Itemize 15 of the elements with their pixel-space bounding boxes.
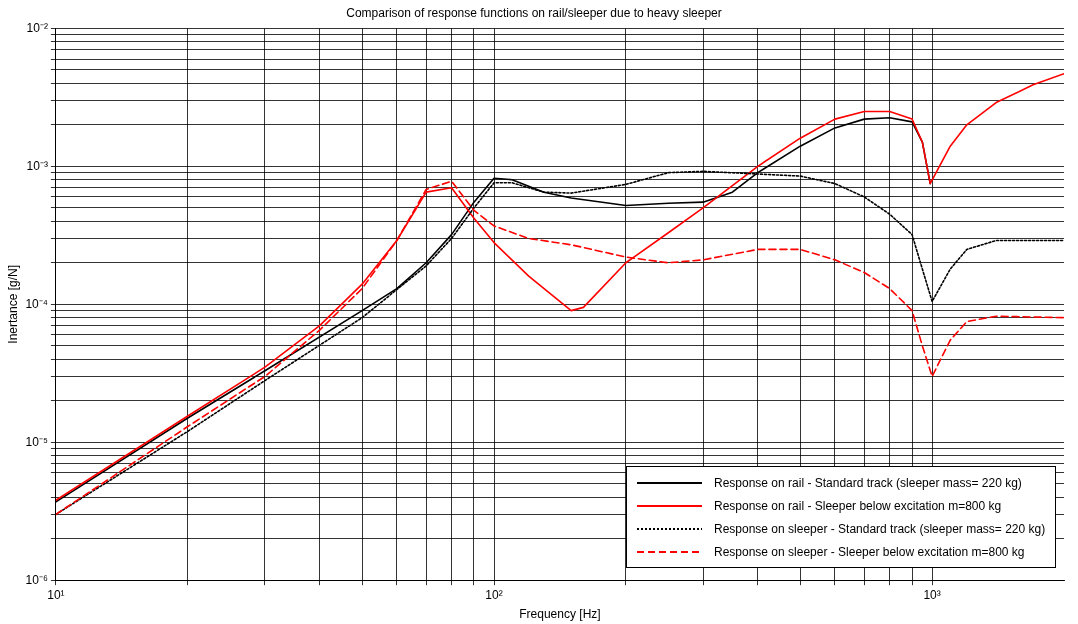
legend-label: Response on sleeper - Sleeper below excitation m=800 kg (714, 544, 1025, 559)
y-tick-label: 10⁻⁵ (25, 434, 48, 449)
x-tick-label: 10² (485, 587, 503, 602)
y-tick-label: 10⁻⁴ (25, 296, 48, 311)
chart-title: Comparison of response functions on rail/sleeper due to heavy sleeper (346, 5, 722, 20)
x-tick-label: 10³ (923, 587, 941, 602)
y-tick-label: 10⁻³ (26, 158, 48, 173)
legend-label: Response on rail - Sleeper below excitation m=800 kg (714, 498, 1002, 513)
x-tick-label: 10¹ (47, 587, 65, 602)
y-tick-label: 10⁻⁶ (25, 572, 48, 587)
legend-label: Response on rail - Standard track (sleeper mass= 220 kg) (714, 475, 1022, 490)
x-axis-title: Frequency [Hz] (519, 607, 601, 622)
legend-label: Response on sleeper - Standard track (sleeper mass= 220 kg) (714, 521, 1046, 536)
y-axis-title: Inertance [g/N] (5, 264, 20, 344)
y-tick-label: 10⁻² (26, 20, 48, 35)
